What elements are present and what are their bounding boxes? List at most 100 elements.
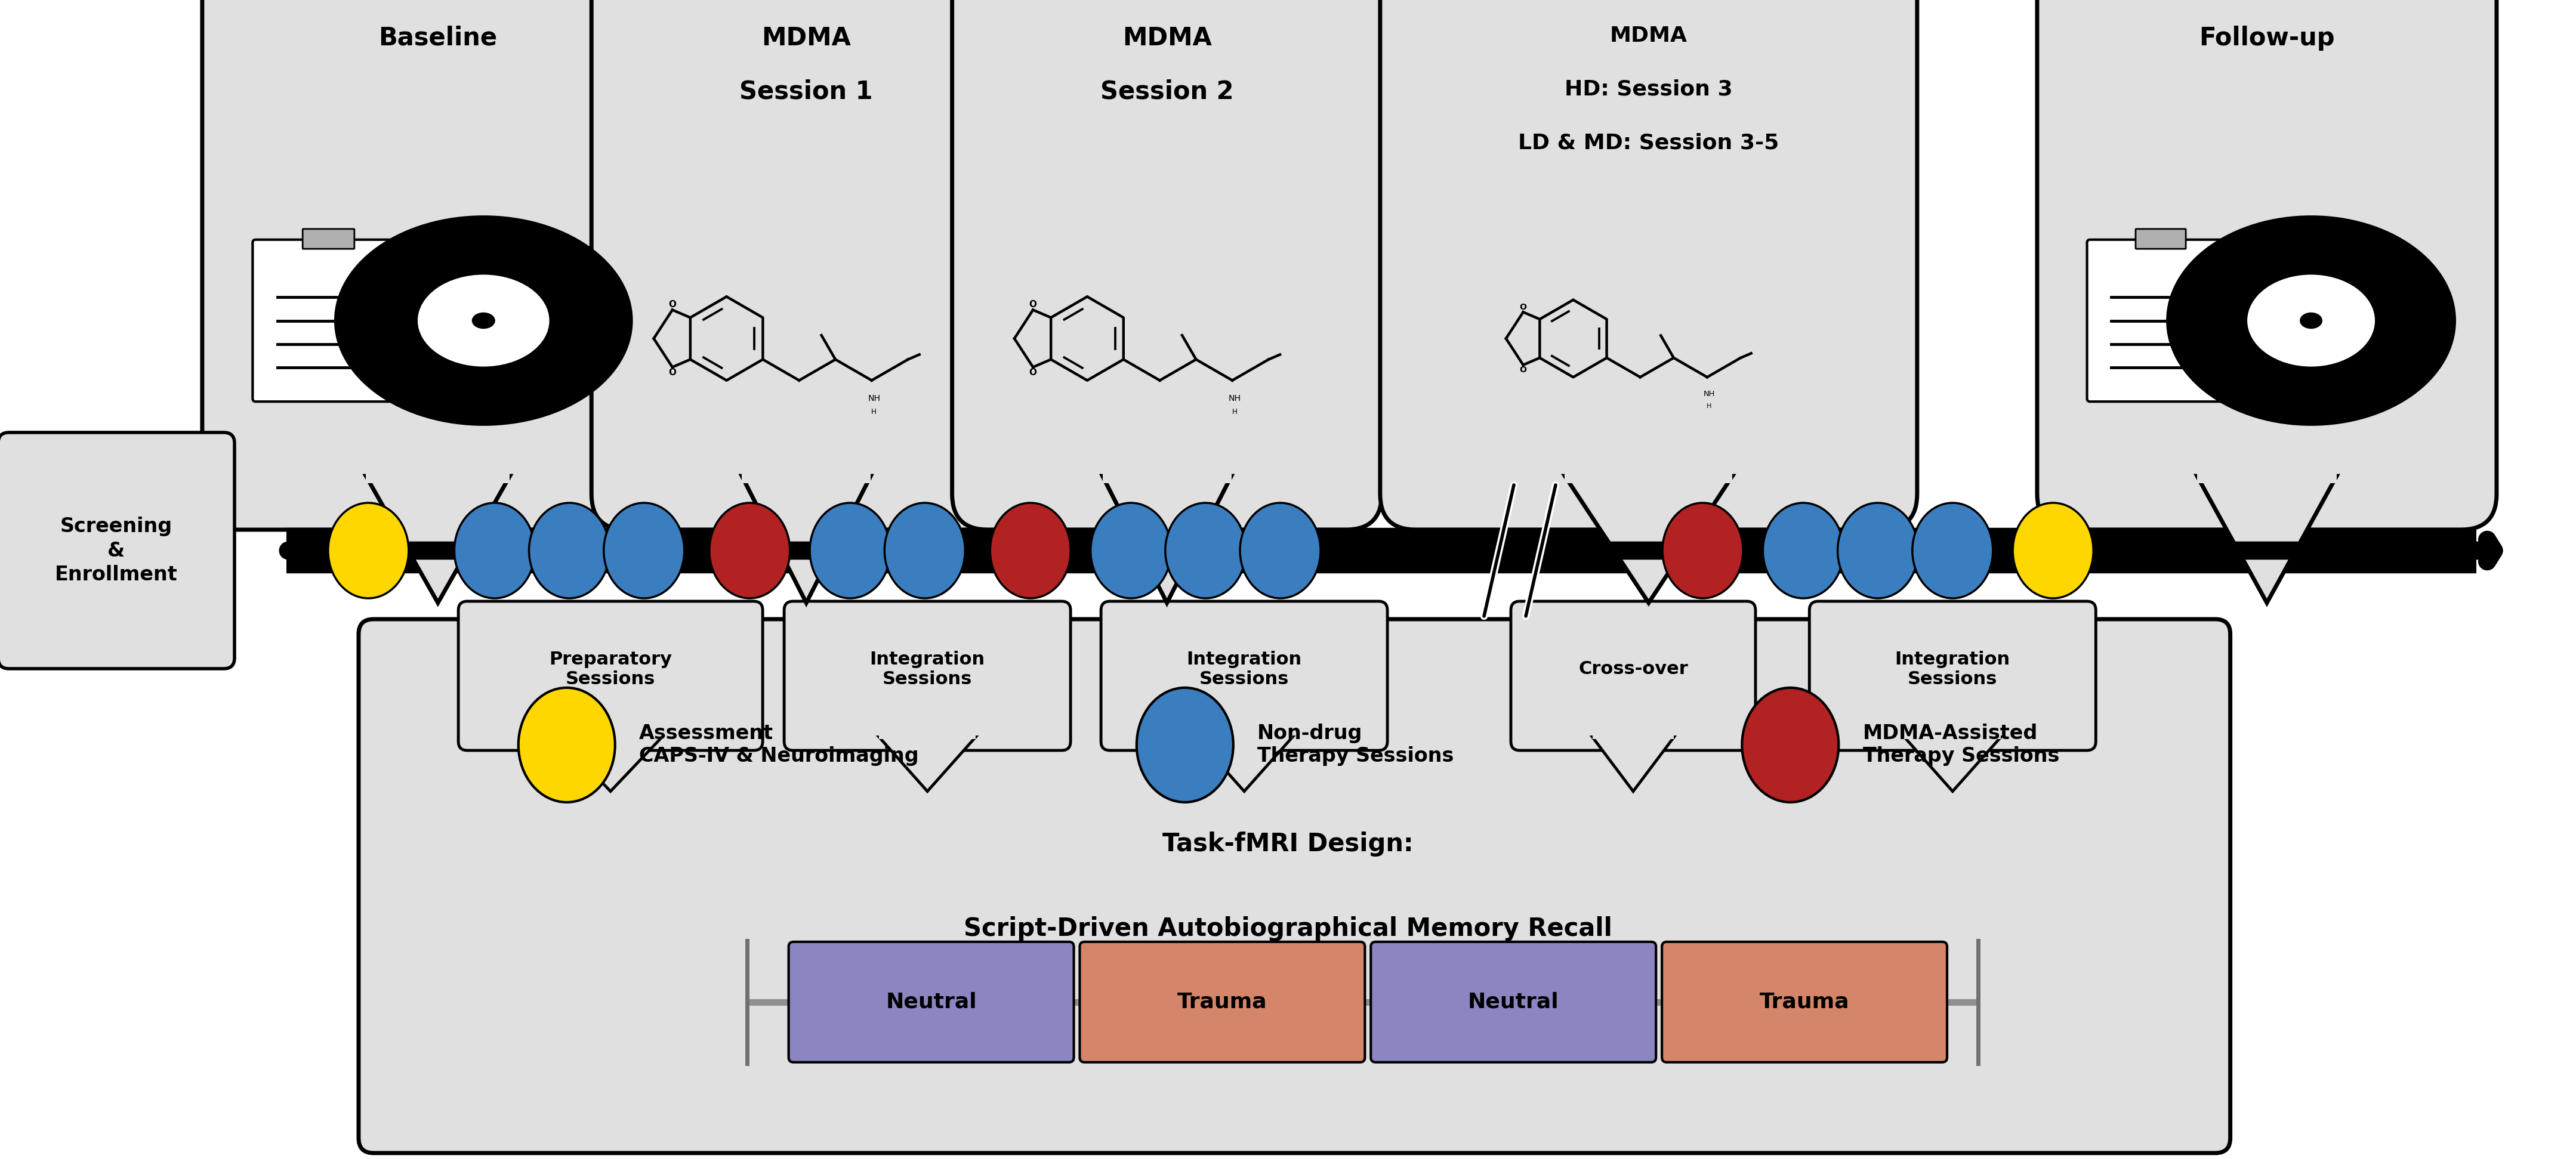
Text: Session 1: Session 1 <box>739 79 873 104</box>
Text: NH: NH <box>868 394 881 402</box>
Ellipse shape <box>884 503 966 598</box>
Polygon shape <box>1195 732 1293 738</box>
Text: MDMA: MDMA <box>762 25 850 51</box>
Ellipse shape <box>989 503 1072 598</box>
Text: O: O <box>670 369 677 377</box>
FancyBboxPatch shape <box>2136 229 2187 249</box>
FancyBboxPatch shape <box>1512 602 1754 750</box>
Ellipse shape <box>809 503 891 598</box>
Text: NH: NH <box>1703 391 1716 398</box>
Text: Assessment
CAPS-IV & Neuroimaging: Assessment CAPS-IV & Neuroimaging <box>639 723 920 766</box>
Text: H: H <box>871 408 876 416</box>
Ellipse shape <box>1239 503 1321 598</box>
Ellipse shape <box>708 503 791 598</box>
Ellipse shape <box>2300 313 2324 329</box>
Ellipse shape <box>417 274 551 367</box>
Polygon shape <box>2197 458 2336 483</box>
Text: Non-drug
Therapy Sessions: Non-drug Therapy Sessions <box>1257 723 1453 766</box>
FancyBboxPatch shape <box>252 240 402 401</box>
Text: MDMA: MDMA <box>1610 25 1687 46</box>
Ellipse shape <box>1762 503 1844 598</box>
FancyBboxPatch shape <box>592 0 1020 530</box>
Text: Integration
Sessions: Integration Sessions <box>871 650 984 688</box>
Ellipse shape <box>335 217 631 424</box>
Polygon shape <box>1103 458 1231 483</box>
Ellipse shape <box>1837 503 1919 598</box>
Text: Neutral: Neutral <box>886 992 976 1012</box>
Polygon shape <box>878 737 976 792</box>
Text: O: O <box>1520 366 1528 374</box>
FancyBboxPatch shape <box>1662 942 1947 1063</box>
Text: Preparatory
Sessions: Preparatory Sessions <box>549 650 672 688</box>
Polygon shape <box>742 458 871 483</box>
Ellipse shape <box>471 313 495 329</box>
Text: Screening
&
Enrollment: Screening & Enrollment <box>54 517 178 585</box>
Text: Baseline: Baseline <box>379 25 497 51</box>
Ellipse shape <box>1136 687 1234 802</box>
Polygon shape <box>1103 476 1231 603</box>
Text: NH: NH <box>1229 394 1242 402</box>
Ellipse shape <box>2012 503 2094 598</box>
FancyBboxPatch shape <box>1808 602 2097 750</box>
FancyBboxPatch shape <box>459 602 762 750</box>
FancyBboxPatch shape <box>301 229 355 249</box>
Polygon shape <box>1564 476 1734 603</box>
FancyBboxPatch shape <box>358 619 2231 1153</box>
Polygon shape <box>1904 737 2002 792</box>
FancyBboxPatch shape <box>2038 0 2496 530</box>
Polygon shape <box>559 732 662 738</box>
Text: H: H <box>1708 403 1713 409</box>
Text: Trauma: Trauma <box>1759 992 1850 1012</box>
Text: LD & MD: Session 3-5: LD & MD: Session 3-5 <box>1517 133 1780 153</box>
Polygon shape <box>878 732 976 738</box>
Polygon shape <box>559 737 662 792</box>
Text: O: O <box>1030 300 1038 308</box>
Text: Follow-up: Follow-up <box>2200 25 2334 51</box>
Ellipse shape <box>603 503 685 598</box>
Text: Integration
Sessions: Integration Sessions <box>1896 650 2009 688</box>
Polygon shape <box>1592 737 1674 792</box>
Polygon shape <box>1195 737 1293 792</box>
Polygon shape <box>1564 458 1734 483</box>
Polygon shape <box>366 458 510 483</box>
FancyBboxPatch shape <box>788 942 1074 1063</box>
Ellipse shape <box>528 503 611 598</box>
Text: MDMA-Assisted
Therapy Sessions: MDMA-Assisted Therapy Sessions <box>1862 723 2058 766</box>
FancyBboxPatch shape <box>1381 0 1917 530</box>
Ellipse shape <box>1911 503 1994 598</box>
Ellipse shape <box>2166 217 2455 424</box>
Text: Trauma: Trauma <box>1177 992 1267 1012</box>
Text: Script-Driven Autobiographical Memory Recall: Script-Driven Autobiographical Memory Re… <box>963 916 1613 941</box>
FancyBboxPatch shape <box>953 0 1381 530</box>
FancyBboxPatch shape <box>204 0 672 530</box>
FancyBboxPatch shape <box>2087 240 2233 401</box>
Ellipse shape <box>327 503 410 598</box>
Polygon shape <box>1592 732 1674 738</box>
Ellipse shape <box>1164 503 1247 598</box>
FancyBboxPatch shape <box>1370 942 1656 1063</box>
Polygon shape <box>2197 476 2336 603</box>
Text: O: O <box>1030 369 1038 377</box>
FancyBboxPatch shape <box>0 432 234 669</box>
Text: O: O <box>670 300 677 308</box>
Ellipse shape <box>453 503 536 598</box>
Ellipse shape <box>1741 687 1839 802</box>
Text: Integration
Sessions: Integration Sessions <box>1188 650 1301 688</box>
FancyBboxPatch shape <box>1079 942 1365 1063</box>
Ellipse shape <box>1662 503 1744 598</box>
Polygon shape <box>742 476 871 603</box>
Ellipse shape <box>1090 503 1172 598</box>
Polygon shape <box>366 476 510 603</box>
Ellipse shape <box>2246 274 2375 367</box>
Text: Neutral: Neutral <box>1468 992 1558 1012</box>
Text: Cross-over: Cross-over <box>1579 661 1687 678</box>
FancyBboxPatch shape <box>783 602 1072 750</box>
Polygon shape <box>1904 732 2002 738</box>
Text: O: O <box>1520 302 1528 311</box>
Text: HD: Session 3: HD: Session 3 <box>1564 79 1734 100</box>
Ellipse shape <box>518 687 616 802</box>
Text: MDMA: MDMA <box>1123 25 1211 51</box>
Text: H: H <box>1231 408 1236 416</box>
Text: Session 2: Session 2 <box>1100 79 1234 104</box>
FancyBboxPatch shape <box>1100 602 1388 750</box>
